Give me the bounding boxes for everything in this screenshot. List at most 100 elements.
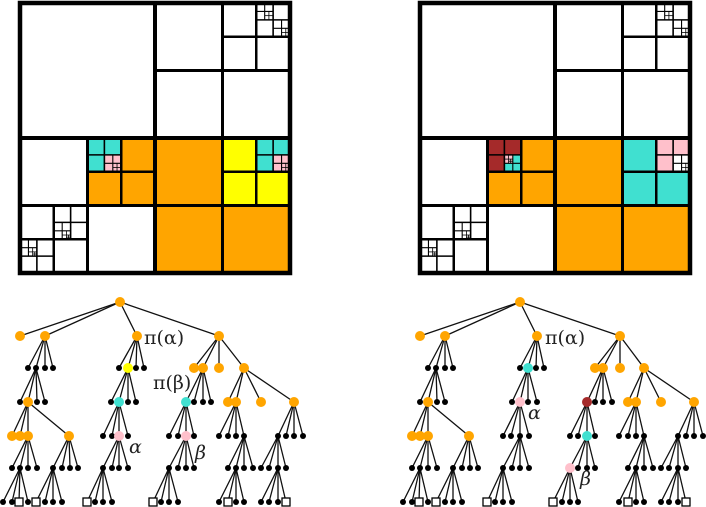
quadtree-cell [673, 19, 682, 29]
tree-edge [411, 401, 429, 437]
tree-node [425, 365, 431, 371]
quadtree-cell [668, 15, 674, 20]
tree-edge [218, 401, 237, 437]
quadtree-cell [222, 138, 257, 172]
quadtree-cell [62, 235, 67, 240]
tree-edge [227, 435, 245, 469]
quadtree-cell [420, 239, 429, 248]
tree-edge [419, 301, 521, 337]
tree-edge [277, 435, 287, 469]
quadtree-cell [428, 251, 433, 257]
tree-node [133, 399, 139, 405]
tree-edge [235, 401, 245, 437]
quadtree-cell [68, 235, 71, 238]
tree-edge [52, 435, 70, 469]
tree-edge [452, 435, 470, 469]
tree-node-colored [181, 431, 191, 441]
tree-node-colored [114, 397, 124, 407]
quadtree-border [17, 0, 293, 276]
tree-node [641, 465, 647, 471]
quadtree-cell [453, 230, 463, 240]
tree-edge [444, 301, 521, 337]
tree-leaf-square [82, 497, 92, 507]
tree-node [25, 365, 31, 371]
tree-leaf-square [281, 497, 291, 507]
tree-node [291, 433, 297, 439]
tree-leaf-square [623, 497, 633, 507]
tree-node [409, 465, 415, 471]
tree-node [233, 433, 239, 439]
tree-node [450, 365, 456, 371]
tree-node-colored [214, 331, 224, 341]
tree-edge [177, 401, 187, 437]
quadtree-cell [555, 3, 623, 71]
quadtree-cell [28, 251, 33, 257]
tree-node-colored [423, 397, 433, 407]
tree-node-colored [639, 363, 649, 373]
tree-node-colored [40, 331, 50, 341]
tree-node [175, 465, 181, 471]
tree-edge [127, 335, 138, 369]
tree-node [175, 499, 181, 505]
quadtree-cell [555, 70, 623, 138]
tree-edge [118, 367, 129, 403]
tree-node-colored [440, 331, 450, 341]
tree-nodes [0, 297, 306, 507]
tree-node [191, 399, 197, 405]
tree-edge [435, 467, 454, 503]
tree-node [266, 465, 272, 471]
tree-edge [677, 435, 687, 469]
tree-node [526, 433, 532, 439]
quadtree-cell [453, 205, 471, 223]
tree-edge [569, 467, 579, 503]
tree-node [125, 433, 131, 439]
tree-node-colored [582, 397, 592, 407]
tree-edge [102, 401, 120, 437]
tree-edge [235, 435, 245, 469]
tree-node-colored [115, 297, 125, 307]
tree-edge [594, 367, 604, 403]
tree-node [9, 499, 15, 505]
quadtree-cell [28, 239, 37, 248]
quadtree-cell [656, 36, 690, 71]
quadtree-cell [512, 163, 522, 172]
tree-node-colored [123, 363, 133, 373]
tree-edge [86, 467, 104, 503]
tree-node [75, 465, 81, 471]
quadtree-cell [521, 171, 555, 206]
tree-node-colored [515, 397, 525, 407]
label-alpha-right: α [528, 402, 541, 424]
tree-node [500, 499, 506, 505]
quadtree-cell [273, 138, 290, 155]
tree-edge [461, 435, 470, 469]
tree-edge [677, 401, 695, 437]
tree-edge [227, 467, 237, 503]
tree-node-colored [631, 397, 641, 407]
tree-edge [202, 367, 212, 403]
tree-node [208, 399, 214, 405]
tree-edge [35, 335, 46, 369]
tree-node [509, 499, 515, 505]
tree-node-colored [464, 431, 474, 441]
quadtree-cell [487, 138, 505, 155]
quadtree-cell [681, 28, 686, 33]
quadtree-cell [434, 251, 437, 255]
tree-edge [519, 367, 529, 403]
tree-edge [635, 435, 645, 469]
tree-node [0, 499, 6, 505]
tree-edge [27, 401, 70, 437]
quadtree-cell [273, 3, 290, 20]
tree-node [500, 465, 506, 471]
tree-edge [19, 435, 29, 469]
tree-edge [435, 367, 438, 403]
quadtree-cell [66, 235, 69, 238]
quadtree-cell [222, 36, 257, 71]
tree-edge [494, 467, 504, 503]
tree-node [25, 465, 31, 471]
tree-edge [11, 435, 29, 469]
tree-node [100, 499, 106, 505]
tree-node [67, 465, 73, 471]
tree-edge [177, 435, 187, 469]
quadtree-cell [222, 3, 257, 37]
tree-node-colored [231, 397, 241, 407]
